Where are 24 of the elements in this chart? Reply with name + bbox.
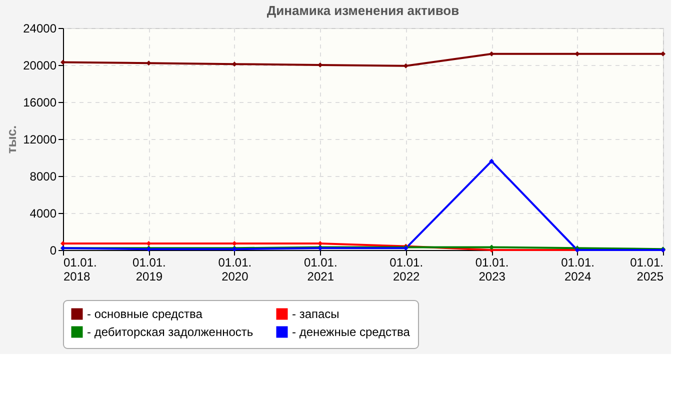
x-tick-label: 01.01. 2023 <box>475 256 509 284</box>
legend-label: - дебиторская задолженность <box>87 325 254 339</box>
x-tick-label: 01.01. 2024 <box>561 256 594 284</box>
y-tick-label: 12000 <box>23 132 57 146</box>
x-tick-label: 01.01. 2020 <box>218 256 252 284</box>
x-tick-label: 01.01. 2018 <box>64 256 97 284</box>
chart-title: Динамика изменения активов <box>266 3 460 18</box>
x-tick-label: 01.01. 2019 <box>132 256 166 284</box>
point <box>60 60 66 65</box>
y-tick-label: 24000 <box>23 22 57 36</box>
legend-label: - запасы <box>292 307 340 321</box>
y-tick-label: 4000 <box>30 206 57 220</box>
y-tick-label: 0 <box>50 244 57 258</box>
x-tick-label: 01.01. 2021 <box>304 256 338 284</box>
x-tick-label: 01.01. 2025 <box>630 256 664 284</box>
x-tick-label: 01.01. 2022 <box>390 256 424 284</box>
point <box>660 51 666 56</box>
legend-label: - денежные средства <box>292 325 410 339</box>
y-axis-title: тыс. <box>4 125 20 154</box>
legend-label: - основные средства <box>87 307 203 321</box>
y-tick-label: 16000 <box>23 96 57 110</box>
point <box>489 158 494 164</box>
y-tick-label: 20000 <box>23 58 57 72</box>
y-tick-label: 8000 <box>30 170 57 184</box>
